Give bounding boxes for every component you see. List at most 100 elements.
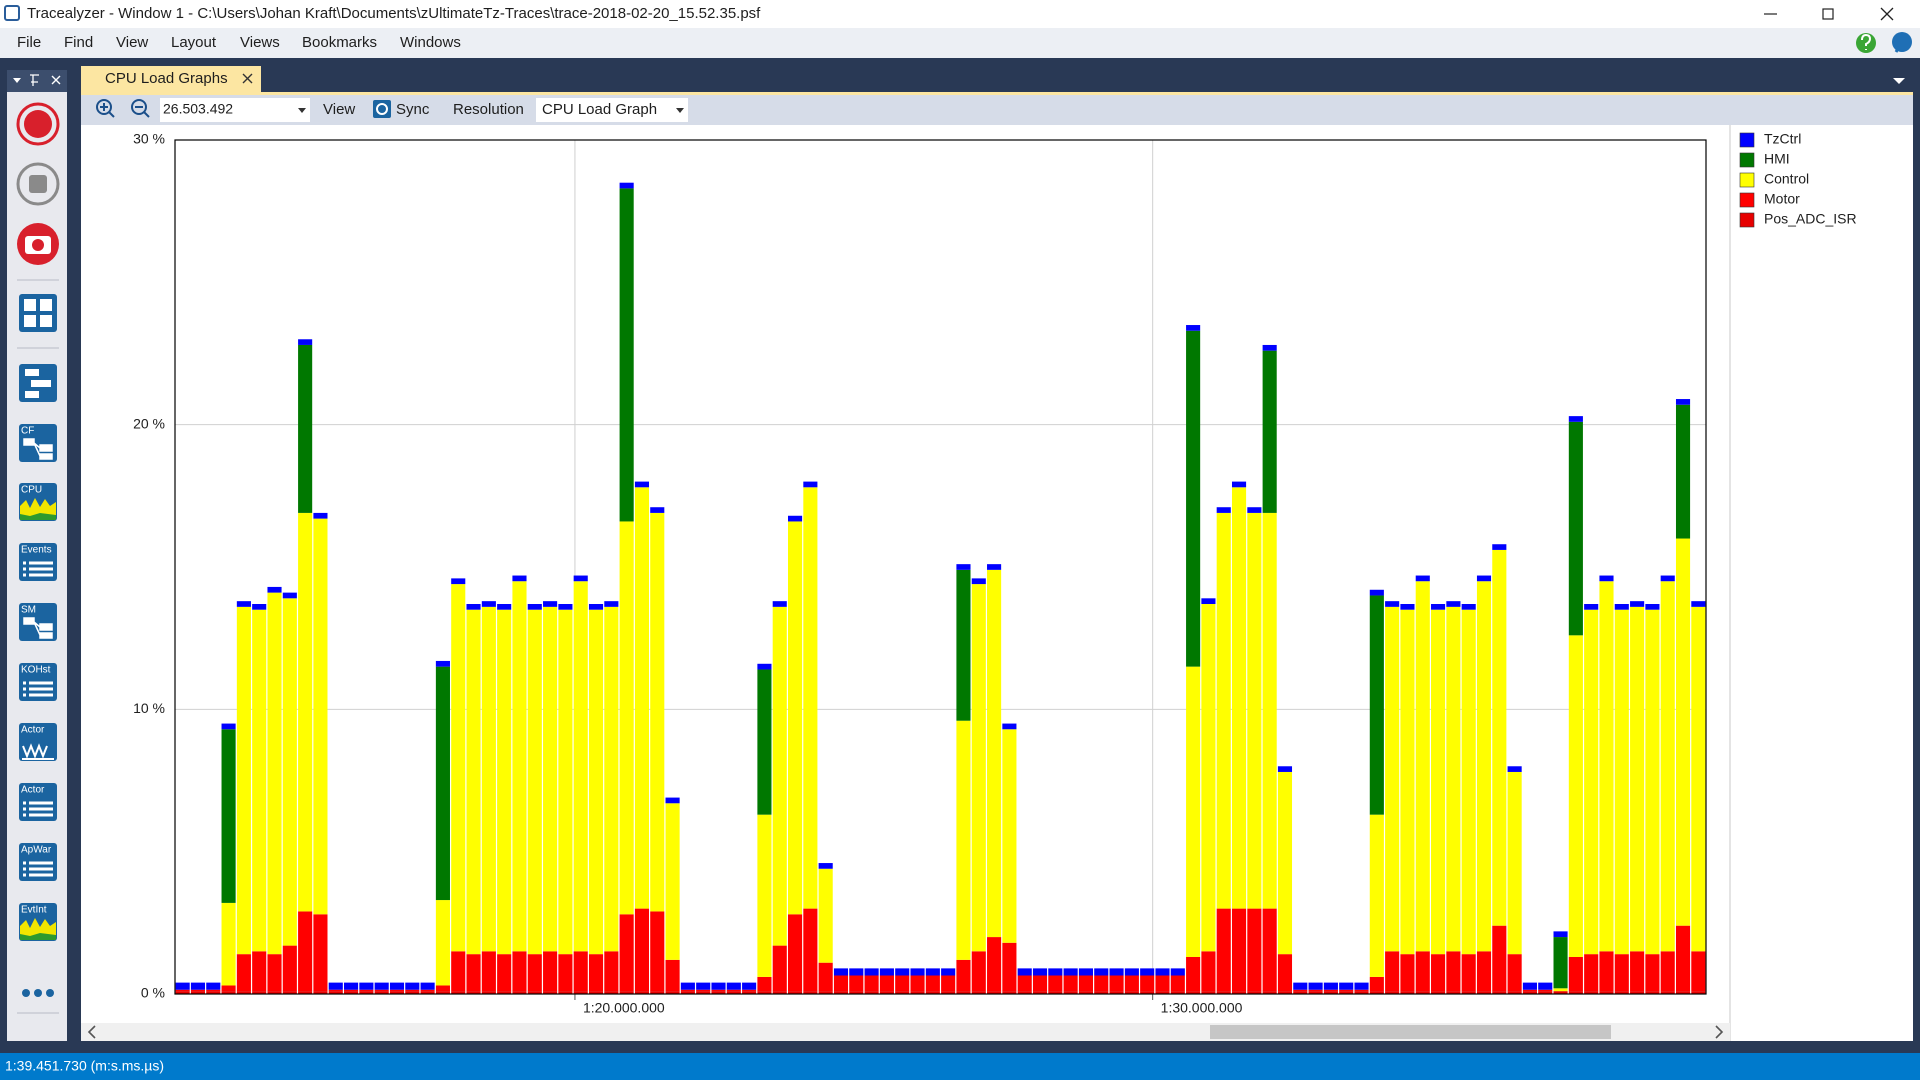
- bar-segment: [543, 606, 558, 952]
- bar-segment: [1630, 601, 1645, 607]
- more-dot[interactable]: [46, 989, 54, 997]
- bar-segment: [481, 601, 496, 607]
- menu-item[interactable]: Views: [240, 34, 280, 51]
- bar-segment: [619, 521, 634, 915]
- bar-segment: [788, 991, 803, 994]
- bar-segment: [190, 991, 206, 994]
- bar-segment: [1630, 606, 1645, 952]
- bar-segment: [1553, 991, 1568, 994]
- graph-select[interactable]: [536, 98, 688, 122]
- bar-segment: [405, 991, 420, 994]
- feedback-icon[interactable]: [1892, 32, 1912, 52]
- bar-segment: [818, 863, 833, 869]
- bar-segment: [1247, 908, 1262, 992]
- bar-segment: [1691, 601, 1706, 607]
- bar-segment: [588, 991, 604, 994]
- sidebar-dropdown[interactable]: [13, 78, 21, 83]
- more-dot[interactable]: [22, 989, 30, 997]
- view-icon-label: Actor: [21, 725, 45, 736]
- status-bar: [0, 1053, 1920, 1080]
- y-tick-label: 10 %: [133, 700, 165, 716]
- bar-segment: [282, 945, 297, 992]
- view-icon-label: CPU: [21, 485, 42, 496]
- bar-segment: [1323, 982, 1338, 990]
- bar-segment: [619, 182, 634, 189]
- bar-segment: [1660, 991, 1675, 994]
- bar-segment: [788, 914, 803, 992]
- view-icon[interactable]: [19, 603, 57, 641]
- bar-segment: [665, 991, 680, 994]
- bar-segment: [1063, 968, 1078, 976]
- tab-close[interactable]: [242, 73, 253, 84]
- bar-segment: [1308, 991, 1323, 994]
- menu-item[interactable]: Bookmarks: [302, 34, 377, 51]
- zoom-in-button[interactable]: [96, 99, 112, 115]
- bar-segment: [558, 609, 573, 955]
- scroll-thumb[interactable]: [1210, 1025, 1611, 1039]
- view-button[interactable]: View: [323, 101, 355, 118]
- bar-segment: [1155, 968, 1170, 976]
- restore-button[interactable]: [1822, 8, 1834, 20]
- stop-button[interactable]: [16, 162, 60, 206]
- bar-segment: [711, 991, 726, 994]
- more-dot[interactable]: [34, 989, 42, 997]
- bar-segment: [1675, 991, 1691, 994]
- bar-segment: [267, 586, 282, 593]
- bar-segment: [879, 975, 894, 992]
- sidebar-pin[interactable]: [30, 74, 39, 86]
- sidebar-close[interactable]: [51, 75, 61, 85]
- bar-segment: [1308, 989, 1323, 992]
- bar-segment: [1415, 991, 1430, 994]
- bar-segment: [1461, 954, 1476, 992]
- zoom-field[interactable]: [160, 98, 310, 122]
- sync-button[interactable]: Sync: [396, 101, 430, 118]
- bar-segment: [1231, 908, 1247, 992]
- bar-segment: [588, 604, 604, 610]
- bar-segment: [1201, 991, 1216, 994]
- menu-item[interactable]: Find: [64, 34, 93, 51]
- bar-segment: [1400, 954, 1415, 992]
- bar-segment: [757, 991, 772, 994]
- bar-segment: [1201, 951, 1216, 992]
- bar-segment: [512, 581, 527, 952]
- tab-dropdown[interactable]: [1893, 78, 1905, 84]
- bar-segment: [818, 868, 833, 963]
- bar-segment: [696, 991, 711, 994]
- bar-segment: [971, 584, 986, 952]
- menu-item[interactable]: Windows: [400, 34, 461, 51]
- close-button[interactable]: [1880, 7, 1894, 21]
- bar-segment: [451, 951, 466, 992]
- bar-segment: [1186, 330, 1201, 667]
- bar-segment: [1032, 991, 1048, 994]
- bar-segment: [604, 601, 619, 607]
- bar-segment: [573, 575, 588, 582]
- menu-item[interactable]: File: [17, 34, 41, 51]
- sync-icon[interactable]: [373, 100, 391, 118]
- view-icon[interactable]: [19, 424, 57, 462]
- bar-segment: [543, 601, 558, 607]
- bar-segment: [1431, 609, 1446, 955]
- bar-segment: [941, 991, 956, 994]
- menu-item[interactable]: View: [116, 34, 148, 51]
- bar-segment: [1323, 989, 1338, 992]
- layout-glyph: [24, 299, 52, 327]
- bar-segment: [313, 991, 328, 994]
- menu-item[interactable]: Layout: [171, 34, 217, 51]
- bar-segment: [1599, 991, 1614, 994]
- view-icon-label: KOHst: [21, 665, 51, 676]
- bar-segment: [1216, 512, 1231, 909]
- bar-segment: [604, 951, 619, 992]
- zoom-out-button[interactable]: [131, 99, 147, 115]
- graph-select-arrow[interactable]: [676, 108, 684, 113]
- scroll-left[interactable]: [87, 1025, 96, 1039]
- bar-segment: [389, 982, 405, 990]
- scroll-right[interactable]: [1715, 1025, 1724, 1039]
- document-tab[interactable]: [81, 66, 261, 92]
- record-button[interactable]: [16, 102, 60, 146]
- bar-segment: [221, 902, 236, 986]
- bar-segment: [1415, 951, 1430, 992]
- bar-segment: [236, 991, 251, 994]
- bar-segment: [175, 982, 190, 990]
- bar-segment: [910, 975, 925, 992]
- zoom-dropdown[interactable]: [298, 108, 306, 113]
